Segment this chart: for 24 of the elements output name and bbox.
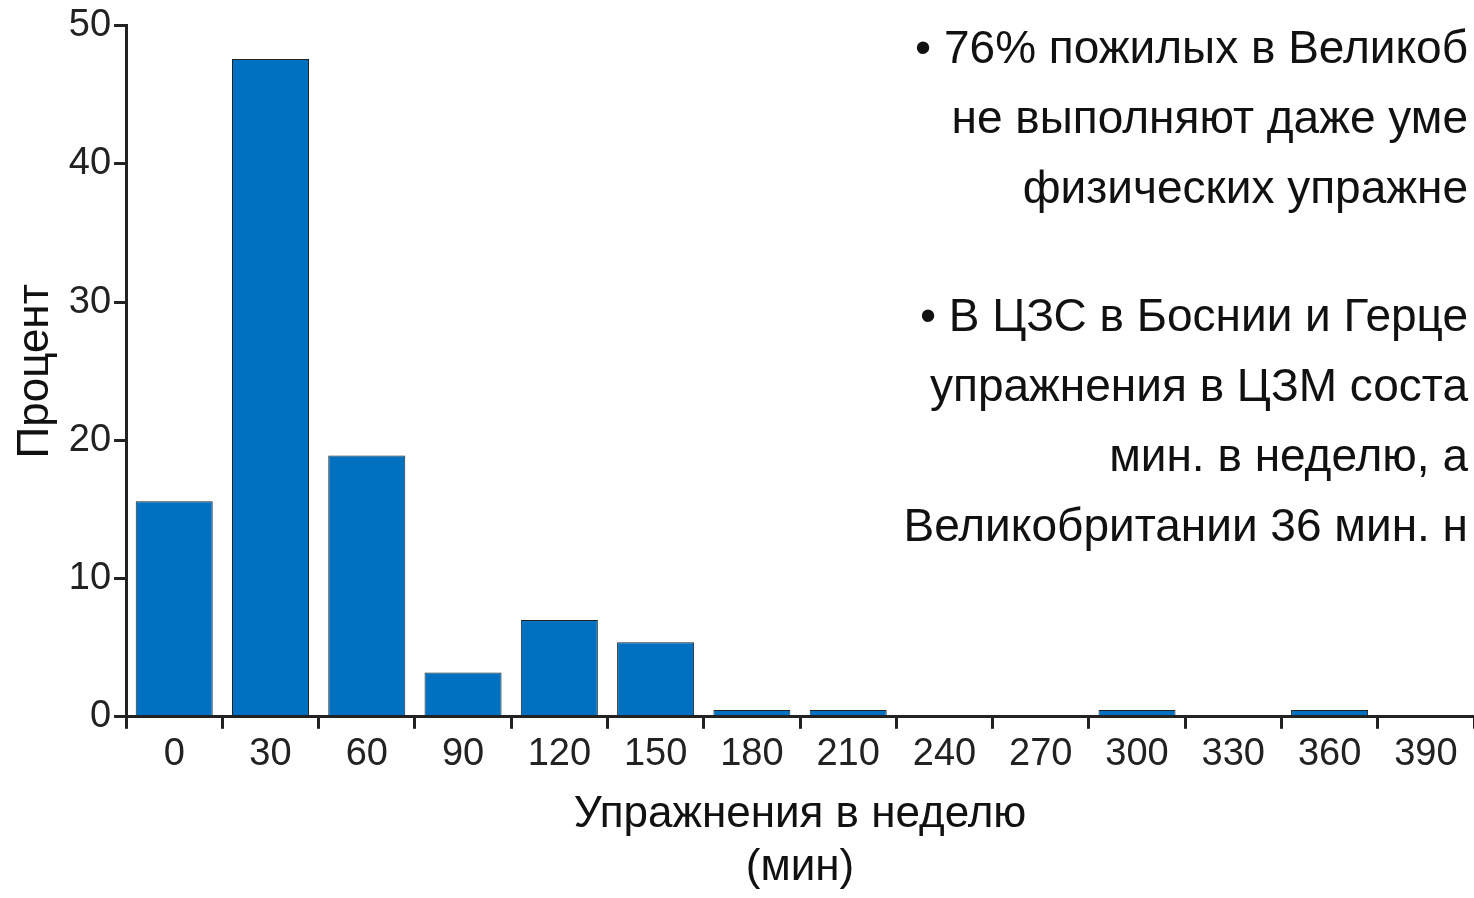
y-tick-label: 50 — [68, 2, 112, 45]
x-tick-label: 0 — [163, 731, 185, 774]
y-tick-label: 0 — [89, 693, 112, 736]
x-axis-title: Упражнения в неделю (мин) — [573, 786, 1027, 889]
annotation: • В ЦЗС в Боснии и Герце упражнения в ЦЗМ соста мин. в неделю, а Великобритании 36 мин. н — [902, 288, 1468, 553]
x-tick-label: 210 — [816, 731, 880, 774]
x-tick-label: 90 — [441, 731, 485, 774]
x-tick-label: 180 — [720, 731, 784, 774]
x-tick-label: 300 — [1105, 731, 1169, 774]
x-tick-label: 360 — [1297, 731, 1362, 774]
x-tick-label: 330 — [1201, 731, 1265, 774]
y-tick-label: 30 — [68, 278, 112, 321]
y-tick-label: 10 — [68, 555, 112, 598]
x-tick-label: 150 — [623, 731, 688, 774]
x-tick-label: 30 — [249, 731, 292, 774]
y-axis-title: Процент — [7, 284, 57, 459]
y-tick-label: 20 — [68, 416, 112, 459]
annotation: • 76% пожилых в Великоб не выполняют даже уме физических упражне — [914, 20, 1468, 215]
x-tick-label: 120 — [527, 731, 592, 774]
x-tick-label: 390 — [1394, 731, 1458, 774]
x-tick-label: 60 — [345, 731, 388, 774]
x-tick-label: 240 — [912, 731, 977, 774]
x-tick-label: 270 — [1009, 731, 1073, 774]
y-tick-label: 40 — [68, 140, 112, 183]
